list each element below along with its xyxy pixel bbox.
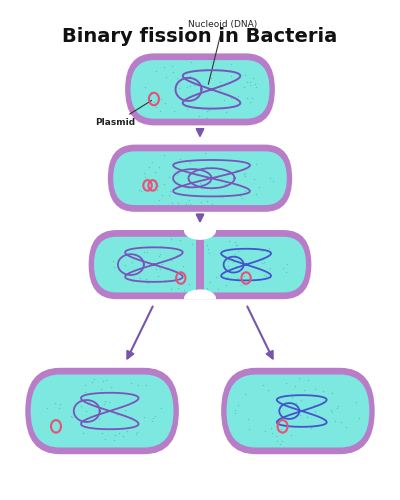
FancyBboxPatch shape <box>221 368 375 454</box>
FancyBboxPatch shape <box>31 374 174 448</box>
FancyBboxPatch shape <box>113 152 287 205</box>
FancyBboxPatch shape <box>108 144 292 212</box>
Text: Binary fission in Bacteria: Binary fission in Bacteria <box>62 27 338 46</box>
FancyBboxPatch shape <box>125 54 275 126</box>
FancyBboxPatch shape <box>196 230 204 299</box>
FancyBboxPatch shape <box>94 237 306 292</box>
FancyBboxPatch shape <box>89 230 311 299</box>
FancyBboxPatch shape <box>226 374 369 448</box>
Text: Nucleoid (DNA): Nucleoid (DNA) <box>188 20 258 84</box>
Text: Plasmid: Plasmid <box>96 100 152 128</box>
FancyBboxPatch shape <box>25 368 179 454</box>
FancyBboxPatch shape <box>130 60 270 118</box>
Polygon shape <box>185 290 215 298</box>
Polygon shape <box>185 230 215 239</box>
